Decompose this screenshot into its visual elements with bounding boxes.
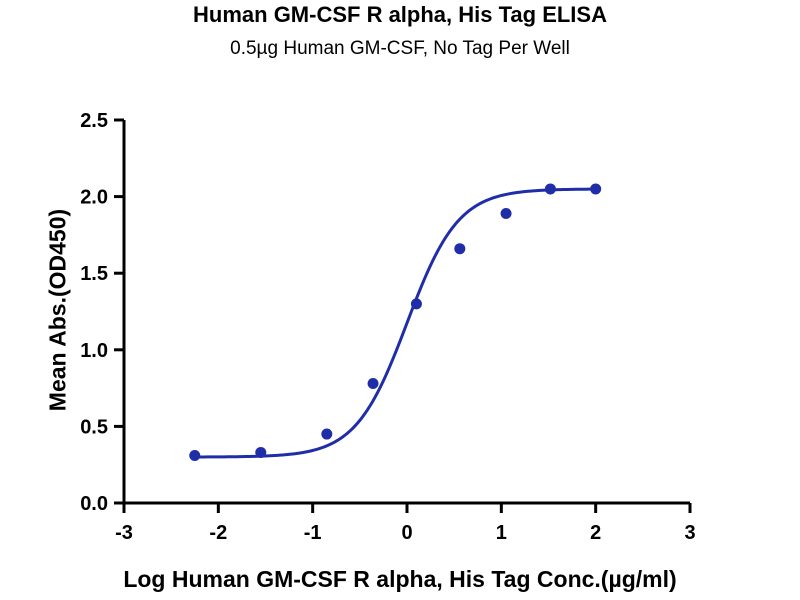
y-tick-label: 0.0 bbox=[80, 493, 108, 515]
y-tick-label: 1.5 bbox=[80, 263, 108, 285]
data-point bbox=[410, 298, 422, 310]
data-point bbox=[255, 446, 267, 458]
x-axis-label: Log Human GM-CSF R alpha, His Tag Conc.(… bbox=[123, 566, 677, 592]
fit-curve-layer bbox=[194, 187, 596, 459]
data-point bbox=[454, 243, 466, 255]
data-point bbox=[321, 428, 333, 440]
data-point bbox=[590, 183, 602, 195]
x-tick-label: -2 bbox=[209, 522, 227, 544]
axes: -3 -2 -1 0 1 2 3 0.0 0.5 1.0 1.5 2.0 2.5 bbox=[80, 110, 695, 544]
y-tick-label: 2.0 bbox=[80, 187, 108, 209]
data-point bbox=[500, 207, 512, 219]
x-tick-label: -3 bbox=[115, 522, 133, 544]
fit-curve bbox=[194, 187, 596, 459]
data-point bbox=[189, 450, 201, 462]
y-tick-label: 2.5 bbox=[80, 110, 108, 132]
y-tick-label: 0.5 bbox=[80, 416, 108, 438]
x-tick-label: -1 bbox=[304, 522, 322, 544]
y-tick-label: 1.0 bbox=[80, 340, 108, 362]
data-point bbox=[367, 378, 379, 390]
data-point bbox=[544, 183, 556, 195]
data-points-layer bbox=[189, 183, 602, 462]
x-tick-label: 2 bbox=[590, 522, 601, 544]
chart-subtitle: 0.5µg Human GM-CSF, No Tag Per Well bbox=[230, 38, 570, 59]
x-tick-label: 3 bbox=[684, 522, 695, 544]
x-tick-label: 1 bbox=[496, 522, 507, 544]
chart-title: Human GM-CSF R alpha, His Tag ELISA bbox=[193, 2, 607, 27]
x-tick-label: 0 bbox=[401, 522, 412, 544]
